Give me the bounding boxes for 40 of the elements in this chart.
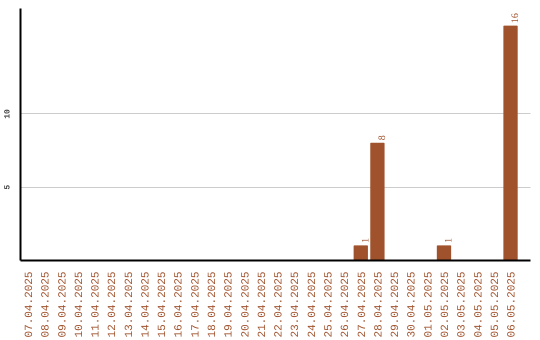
x-tick-label: 07.04.2025 [24,271,36,338]
x-tick-label: 19.04.2025 [224,271,236,338]
x-tick-label: 28.04.2025 [373,271,386,338]
x-tick-label: 14.04.2025 [140,271,152,338]
bar [436,245,452,260]
y-tick-label: 10 [4,108,12,119]
y-tick-label: 5 [4,184,12,190]
bar [354,245,368,260]
x-tick-label: 26.04.2025 [340,271,352,338]
x-tick-label: 12.04.2025 [107,271,120,338]
x-tick-label: 29.04.2025 [390,271,402,338]
data-label: 1 [443,238,454,243]
bar [503,26,518,260]
x-tick-label: 25.04.2025 [324,271,336,338]
x-tick-label: 11.04.2025 [90,271,103,338]
bar [370,142,385,260]
x-tick-label: 10.04.2025 [74,271,86,338]
data-label: 8 [376,135,388,140]
x-tick-label: 13.04.2025 [124,271,136,338]
x-tick-label: 20.04.2025 [240,271,252,338]
x-tick-label: 09.04.2025 [57,271,70,338]
x-tick-label: 08.04.2025 [40,271,53,338]
x-tick-label: 30.04.2025 [406,271,419,338]
x-tick-label: 03.05.2025 [456,271,469,338]
x-tick-label: 01.05.2025 [423,271,436,338]
x-tick-label: 27.04.2025 [356,271,369,338]
x-tick-label: 24.04.2025 [306,271,319,338]
x-tick-label: 15.04.2025 [157,271,170,338]
x-tick-label: 02.05.2025 [440,271,452,338]
x-tick-label: 04.05.2025 [473,271,486,338]
x-tick-label: 21.04.2025 [256,271,269,338]
x-tick-label: 06.05.2025 [506,271,519,338]
x-tick-label: 05.05.2025 [490,271,502,338]
data-label: 16 [510,13,522,24]
x-tick-label: 16.04.2025 [174,271,186,338]
data-label: 1 [360,238,372,243]
x-tick-label: 22.04.2025 [274,271,286,338]
x-tick-label: 17.04.2025 [190,271,202,338]
x-tick-label: 23.04.2025 [290,271,302,338]
x-tick-label: 18.04.2025 [207,271,220,338]
